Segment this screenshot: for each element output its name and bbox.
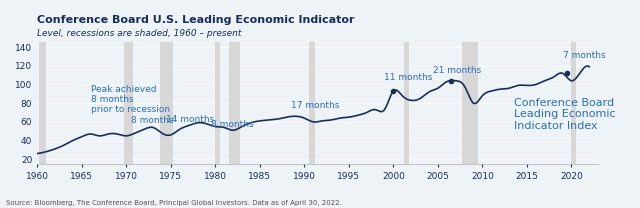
Text: 8 months: 8 months [131, 116, 173, 125]
Bar [39, 42, 46, 164]
Bar [124, 42, 133, 164]
Bar [159, 42, 173, 164]
Bar [308, 42, 316, 164]
Text: 11 months: 11 months [385, 73, 433, 82]
Bar [215, 42, 220, 164]
Text: Conference Board U.S. Leading Economic Indicator: Conference Board U.S. Leading Economic I… [37, 15, 355, 25]
Text: 8 months: 8 months [211, 120, 253, 129]
Text: Level, recessions are shaded, 1960 – present: Level, recessions are shaded, 1960 – pre… [37, 28, 241, 38]
Text: 7 months: 7 months [563, 51, 605, 60]
Text: Source: Bloomberg, The Conference Board, Principal Global Investors. Data as of : Source: Bloomberg, The Conference Board,… [6, 200, 342, 206]
Bar [572, 42, 576, 164]
Text: 17 months: 17 months [291, 101, 339, 110]
Bar [228, 42, 240, 164]
Text: Conference Board
Leading Economic
Indicator Index: Conference Board Leading Economic Indica… [513, 98, 615, 131]
Text: 14 months: 14 months [166, 115, 214, 124]
Text: 21 months: 21 months [433, 66, 482, 75]
Bar [462, 42, 478, 164]
Bar [404, 42, 409, 164]
Text: Peak achieved
8 months
prior to recession: Peak achieved 8 months prior to recessio… [90, 85, 170, 114]
